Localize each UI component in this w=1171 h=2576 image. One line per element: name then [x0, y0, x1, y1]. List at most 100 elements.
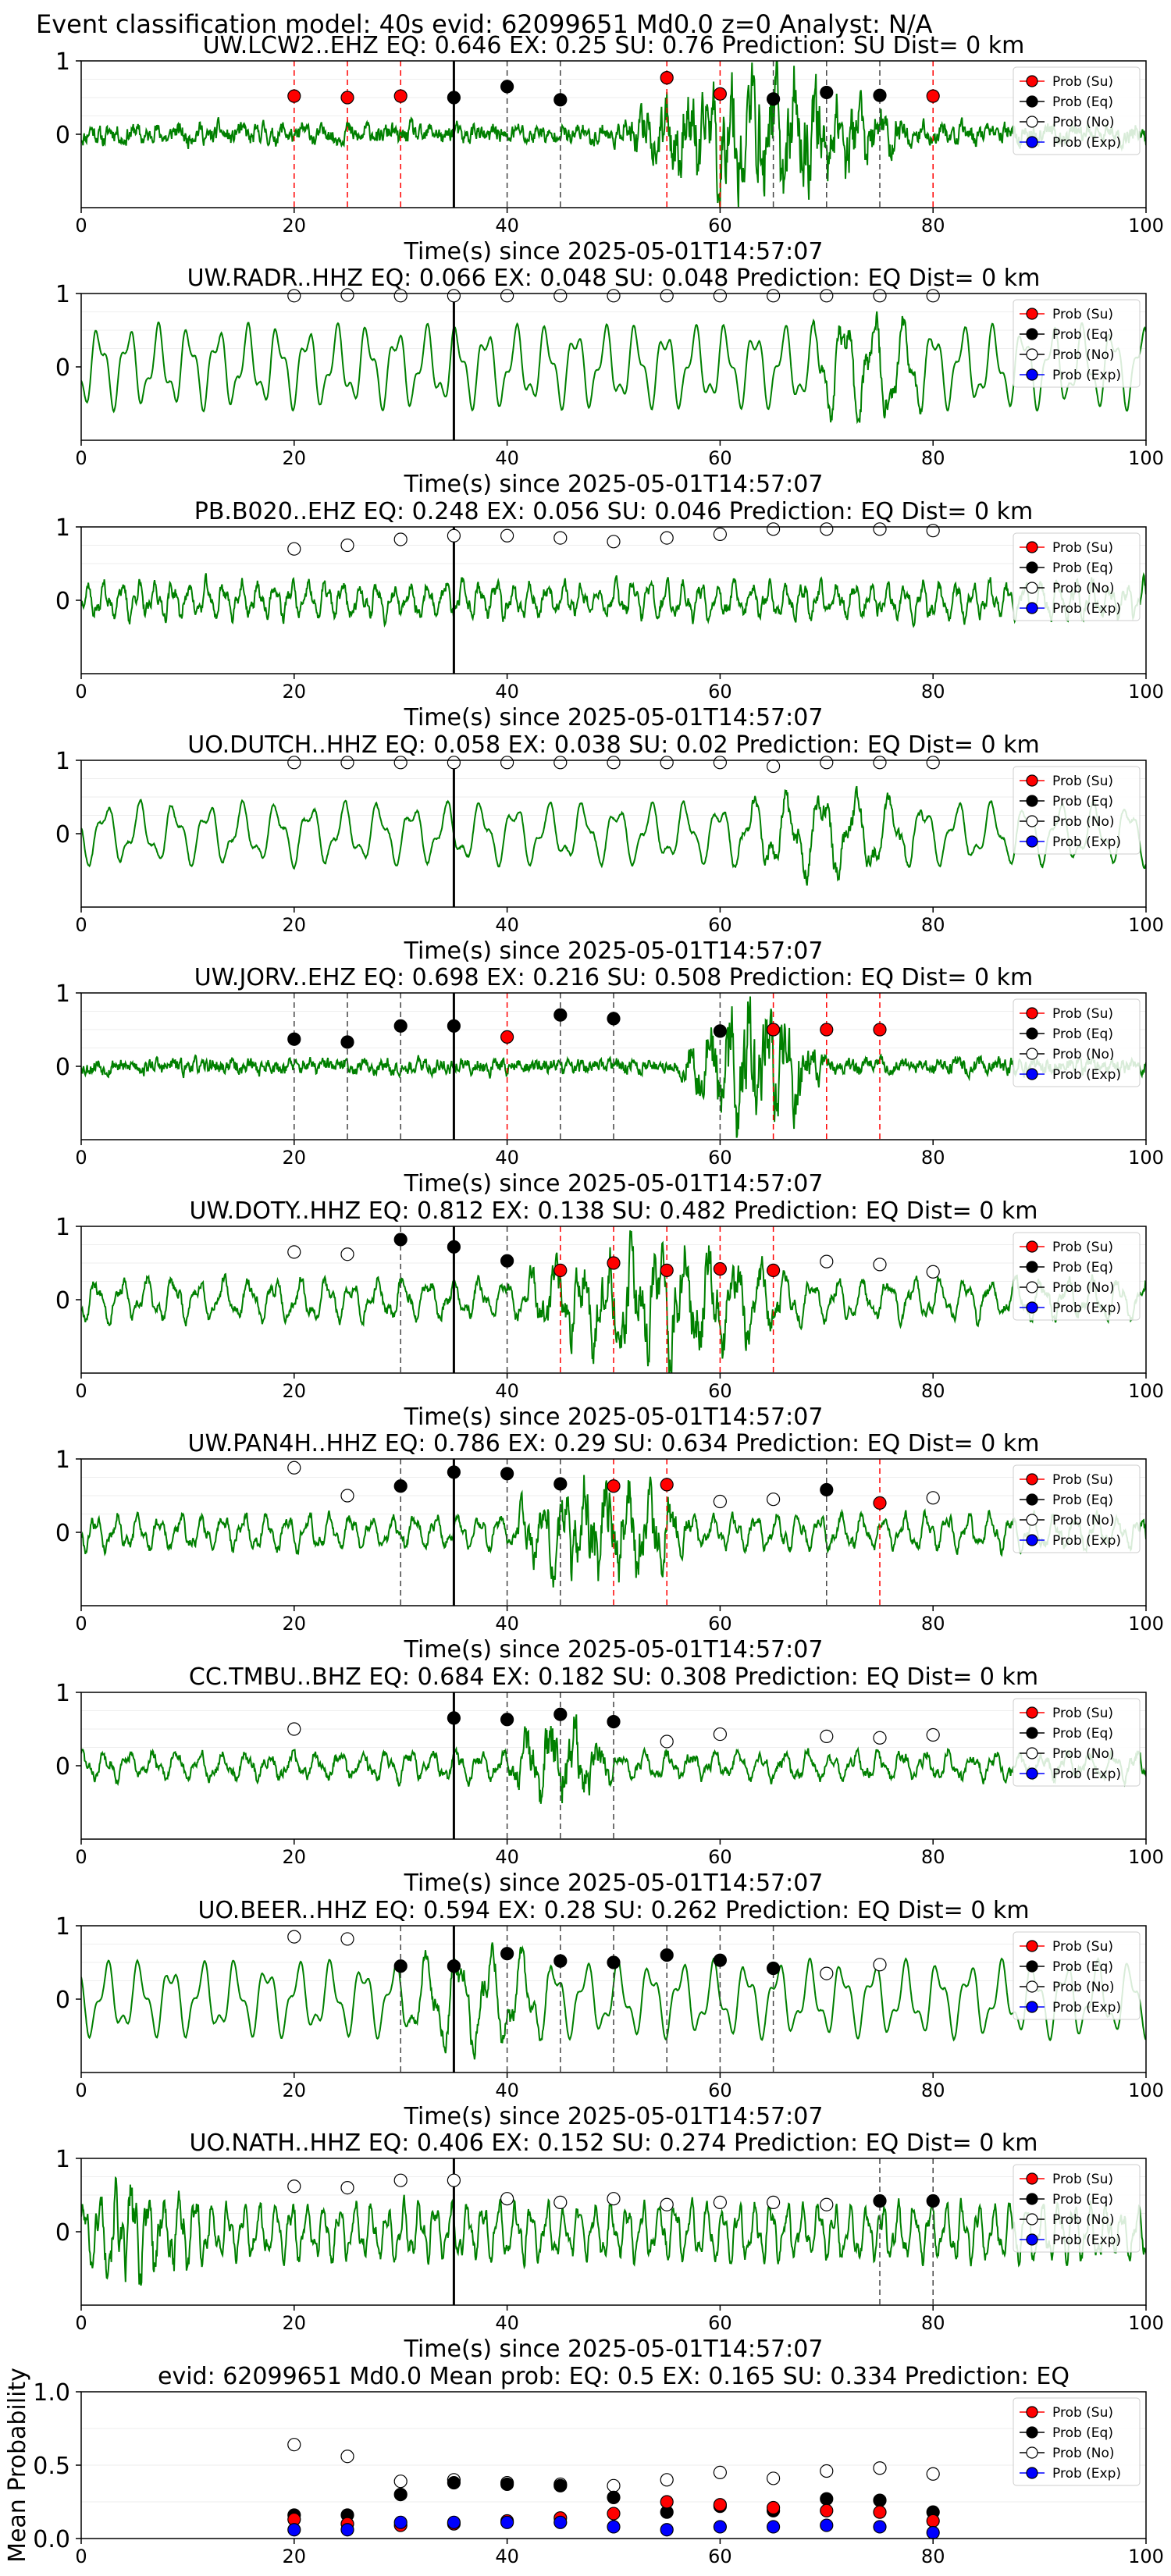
prob-marker-no: [820, 1966, 834, 1980]
x-tick-label: 80: [921, 2080, 945, 2101]
x-tick-label: 20: [283, 2312, 307, 2334]
prob-marker-su: [340, 91, 354, 105]
panel-title: CC.TMBU..BHZ EQ: 0.684 EX: 0.182 SU: 0.3…: [189, 1663, 1038, 1691]
prob-marker-su: [713, 87, 728, 101]
x-tick-label: 0: [75, 1380, 87, 1402]
prob-marker-no: [393, 289, 408, 303]
legend-marker-exp: [1026, 136, 1038, 148]
x-tick-label: 0: [75, 914, 87, 936]
y-tick-label: 1: [55, 1214, 70, 1241]
legend-label: Prob (Exp): [1052, 601, 1121, 617]
legend-marker-no: [1026, 116, 1038, 128]
legend-label: Prob (No): [1052, 814, 1115, 830]
prob-marker-no: [553, 756, 568, 770]
x-tick-label: 20: [283, 2080, 307, 2101]
y-tick-label: 0: [55, 1987, 70, 2014]
prob-marker-no: [553, 2195, 568, 2209]
x-tick-label: 40: [495, 447, 519, 469]
prob-marker-eq: [660, 1948, 674, 1962]
prob-marker-no: [553, 531, 568, 545]
legend-label: Prob (Eq): [1052, 2192, 1113, 2208]
prob-marker-eq: [500, 1254, 514, 1268]
prob-marker-no: [713, 1727, 728, 1742]
prob-marker-no: [500, 2192, 514, 2206]
mean-marker-exp: [340, 2523, 354, 2537]
mean-marker-su: [926, 2514, 940, 2528]
prob-marker-no: [287, 542, 301, 556]
prob-marker-no: [660, 1735, 674, 1749]
prob-marker-eq: [607, 1955, 621, 1969]
x-tick-label: 40: [495, 1147, 519, 1169]
prob-marker-no: [340, 1247, 354, 1261]
legend: Prob (Su) Prob (Eq) Prob (No) Prob (Exp): [1013, 66, 1141, 155]
mean-marker-eq: [447, 2475, 461, 2490]
panel-title: evid: 62099651 Md0.0 Mean prob: EQ: 0.5 …: [158, 2363, 1070, 2390]
prob-marker-no: [926, 1491, 940, 1505]
legend-box: [1013, 998, 1141, 1087]
mean-marker-no: [766, 2471, 781, 2485]
x-tick-label: 60: [708, 1846, 732, 1868]
legend-marker-no: [1026, 1048, 1038, 1060]
prob-marker-eq: [553, 1477, 568, 1491]
legend-marker-su: [1026, 1007, 1038, 1019]
prob-marker-no: [766, 1493, 781, 1507]
legend-marker-eq: [1026, 561, 1038, 574]
x-tick-label: 100: [1128, 1846, 1164, 1868]
legend-label: Prob (No): [1052, 581, 1115, 596]
prob-marker-no: [660, 2197, 674, 2211]
legend-marker-exp: [1026, 602, 1038, 614]
legend-label: Prob (Eq): [1052, 794, 1113, 809]
panel-title: UO.BEER..HHZ EQ: 0.594 EX: 0.28 SU: 0.26…: [198, 1897, 1029, 1924]
mean-marker-exp: [873, 2520, 887, 2534]
prob-marker-su: [660, 1478, 674, 1492]
prob-marker-no: [447, 756, 461, 770]
panels: UW.LCW2..EHZ EQ: 0.646 EX: 0.25 SU: 0.76…: [4, 32, 1164, 2567]
legend-marker-eq: [1026, 2426, 1038, 2439]
prob-marker-su: [500, 1030, 514, 1044]
legend-box: [1013, 2164, 1141, 2253]
prob-marker-no: [393, 756, 408, 770]
prob-marker-no: [287, 1461, 301, 1475]
x-tick-label: 40: [495, 1613, 519, 1635]
mean-marker-exp: [393, 2515, 408, 2529]
prob-marker-eq: [766, 1961, 781, 1976]
legend-label: Prob (No): [1052, 1746, 1115, 1762]
mean-marker-eq: [607, 2490, 621, 2504]
legend-marker-su: [1026, 2172, 1038, 2185]
mean-marker-no: [820, 2464, 834, 2478]
legend-marker-eq: [1026, 1727, 1038, 1739]
x-tick-label: 100: [1128, 1147, 1164, 1169]
prob-marker-eq: [820, 1482, 834, 1497]
prob-marker-eq: [500, 1713, 514, 1727]
x-tick-label: 40: [495, 914, 519, 936]
prob-marker-su: [820, 1023, 834, 1037]
legend-marker-eq: [1026, 1261, 1038, 1273]
prob-marker-su: [287, 89, 301, 103]
x-tick-label: 0: [75, 447, 87, 469]
prob-marker-no: [340, 288, 354, 302]
x-tick-label: 80: [921, 1846, 945, 1868]
x-tick-label: 40: [495, 1846, 519, 1868]
mean-marker-su: [660, 2495, 674, 2509]
prob-marker-eq: [713, 1024, 728, 1038]
legend-marker-no: [1026, 1747, 1038, 1759]
y-tick-label: 1: [55, 2146, 70, 2173]
prob-marker-eq: [926, 2194, 940, 2208]
prob-marker-no: [447, 289, 461, 303]
waveform-trace: [81, 311, 1146, 425]
prob-marker-eq: [607, 1715, 621, 1729]
mean-marker-no: [393, 2475, 408, 2489]
x-axis-label: Time(s) since 2025-05-01T14:57:07: [404, 2103, 824, 2130]
legend-label: Prob (Su): [1052, 1240, 1113, 1255]
prob-marker-no: [447, 2173, 461, 2187]
prob-marker-no: [766, 522, 781, 536]
prob-marker-no: [660, 756, 674, 770]
mean-marker-eq: [820, 2492, 834, 2506]
x-tick-label: 60: [708, 447, 732, 469]
mean-marker-su: [607, 2507, 621, 2521]
legend-label: Prob (No): [1052, 1980, 1115, 1995]
legend-box: [1013, 532, 1141, 621]
legend-marker-su: [1026, 2406, 1038, 2418]
x-tick-label: 80: [921, 2312, 945, 2334]
panel-title: UO.DUTCH..HHZ EQ: 0.058 EX: 0.038 SU: 0.…: [187, 731, 1039, 759]
